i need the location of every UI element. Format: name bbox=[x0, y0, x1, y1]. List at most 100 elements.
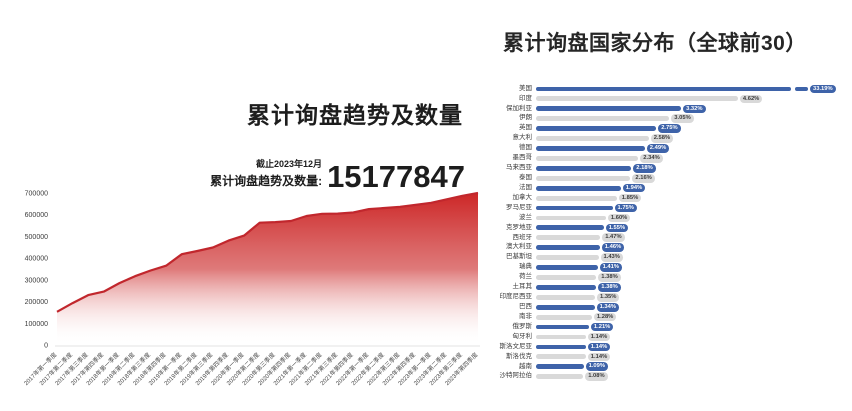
country-label: 荷兰 bbox=[519, 273, 532, 281]
value-badge: 1.08% bbox=[585, 372, 608, 381]
value-badge: 1.09% bbox=[585, 362, 609, 372]
value-badge: 2.18% bbox=[633, 164, 656, 173]
value-badge: 1.41% bbox=[599, 263, 623, 272]
y-tick-label: 200000 bbox=[25, 299, 48, 306]
bar bbox=[536, 354, 586, 360]
bar-row: 瑞典 1.41% bbox=[495, 263, 851, 273]
y-tick-label: 600000 bbox=[25, 212, 48, 219]
value-badge: 4.62% bbox=[739, 94, 763, 104]
bar bbox=[536, 86, 791, 92]
value-badge: 33.19% bbox=[810, 84, 836, 94]
country-label: 罗马尼亚 bbox=[506, 203, 532, 211]
bar-row: 西班牙 1.47% bbox=[495, 233, 851, 243]
bar bbox=[536, 314, 592, 320]
bar-row: 德国 2.49% bbox=[495, 144, 851, 154]
bar bbox=[795, 86, 808, 92]
bar bbox=[536, 344, 586, 350]
bar bbox=[536, 136, 649, 141]
country-label: 墨西哥 bbox=[512, 154, 533, 162]
bar bbox=[536, 185, 621, 191]
country-label: 波兰 bbox=[519, 213, 532, 221]
inquiry-count-value: 15177847 bbox=[327, 159, 465, 195]
bar bbox=[536, 275, 597, 280]
bar-row: 墨西哥 2.34% bbox=[495, 153, 851, 163]
bar bbox=[536, 116, 670, 122]
country-chart-title: 累计询盘国家分布（全球前30） bbox=[503, 32, 807, 55]
bar-row: 马来西亚 2.18% bbox=[495, 163, 851, 173]
value-badge: 1.85% bbox=[618, 193, 642, 203]
country-label: 南非 bbox=[519, 312, 532, 320]
bar-row: 澳大利亚 1.46% bbox=[495, 243, 851, 253]
area-top-line bbox=[56, 191, 479, 313]
country-label: 英国 bbox=[519, 124, 532, 132]
bar bbox=[536, 165, 632, 171]
value-badge: 2.58% bbox=[650, 134, 674, 143]
bar bbox=[536, 225, 604, 231]
trend-chart-title: 累计询盘趋势及数量 bbox=[247, 102, 463, 128]
value-badge: 1.75% bbox=[614, 203, 637, 213]
country-label: 法国 bbox=[519, 183, 532, 191]
country-label: 意大利 bbox=[512, 134, 533, 142]
bar-row: 巴基斯坦 1.43% bbox=[495, 253, 851, 263]
bar-row: 南非 1.28% bbox=[495, 312, 851, 322]
inquiry-count-block: 截止2023年12月 累计询盘趋势及数量: 15177847 bbox=[210, 157, 465, 195]
bar-row: 加拿大 1.85% bbox=[495, 193, 851, 203]
bar bbox=[536, 265, 598, 270]
value-badge: 1.28% bbox=[593, 312, 617, 322]
bar bbox=[536, 175, 631, 181]
bar-row: 保加利亚 3.32% bbox=[495, 104, 851, 114]
country-label: 泰国 bbox=[519, 174, 532, 181]
bar-row: 克罗地亚 1.55% bbox=[495, 223, 851, 233]
bar bbox=[536, 96, 738, 102]
bar-row: 泰国 2.16% bbox=[495, 173, 851, 183]
country-label: 印度 bbox=[519, 94, 532, 102]
bar-row: 印度尼西亚 1.35% bbox=[495, 292, 851, 302]
bar bbox=[536, 285, 597, 290]
country-label: 马来西亚 bbox=[506, 164, 532, 172]
bar-row: 法国 1.94% bbox=[495, 183, 851, 193]
country-label: 匈牙利 bbox=[512, 332, 533, 340]
bar-row: 英国 2.75% bbox=[495, 124, 851, 134]
bar-row: 斯洛文尼亚 1.14% bbox=[495, 342, 851, 352]
value-badge: 1.21% bbox=[590, 322, 614, 332]
bar bbox=[536, 195, 617, 201]
bar-row: 俄罗斯 1.21% bbox=[495, 322, 851, 332]
y-tick-label: 400000 bbox=[25, 256, 48, 263]
value-badge: 1.35% bbox=[597, 293, 620, 302]
bar bbox=[536, 324, 589, 330]
bar bbox=[536, 205, 613, 211]
bar bbox=[536, 235, 601, 241]
bar bbox=[536, 146, 645, 151]
bar bbox=[536, 304, 595, 310]
value-badge: 1.46% bbox=[601, 243, 625, 252]
value-badge: 1.14% bbox=[587, 352, 611, 362]
country-label: 瑞典 bbox=[519, 263, 532, 271]
country-label: 巴西 bbox=[519, 302, 532, 310]
bar-row: 巴西 1.34% bbox=[495, 302, 851, 312]
bar-row: 罗马尼亚 1.75% bbox=[495, 203, 851, 213]
value-badge: 1.94% bbox=[622, 183, 646, 193]
value-badge: 1.43% bbox=[600, 253, 623, 262]
country-label: 沙特阿拉伯 bbox=[499, 372, 533, 380]
country-label: 斯洛文尼亚 bbox=[499, 342, 533, 350]
bar-row: 伊朗 3.05% bbox=[495, 114, 851, 124]
bar-row: 沙特阿拉伯 1.08% bbox=[495, 372, 851, 382]
bar bbox=[536, 255, 599, 261]
country-label: 巴基斯坦 bbox=[506, 253, 532, 261]
value-badge: 2.75% bbox=[658, 124, 681, 133]
value-badge: 1.55% bbox=[605, 223, 629, 233]
value-badge: 1.38% bbox=[598, 283, 621, 292]
bar bbox=[536, 156, 639, 161]
bar-row: 荷兰 1.38% bbox=[495, 273, 851, 283]
bar bbox=[536, 245, 600, 251]
country-label: 土耳其 bbox=[512, 283, 533, 291]
y-tick-label: 100000 bbox=[25, 321, 48, 328]
country-label: 保加利亚 bbox=[506, 104, 532, 112]
country-label: 伊朗 bbox=[519, 114, 532, 122]
bar-row: 斯洛伐克 1.14% bbox=[495, 352, 851, 362]
country-label: 澳大利亚 bbox=[506, 243, 532, 251]
bar-row: 越南 1.09% bbox=[495, 362, 851, 372]
bar bbox=[536, 364, 584, 370]
y-tick-label: 700000 bbox=[25, 191, 48, 198]
country-label: 西班牙 bbox=[512, 233, 533, 241]
